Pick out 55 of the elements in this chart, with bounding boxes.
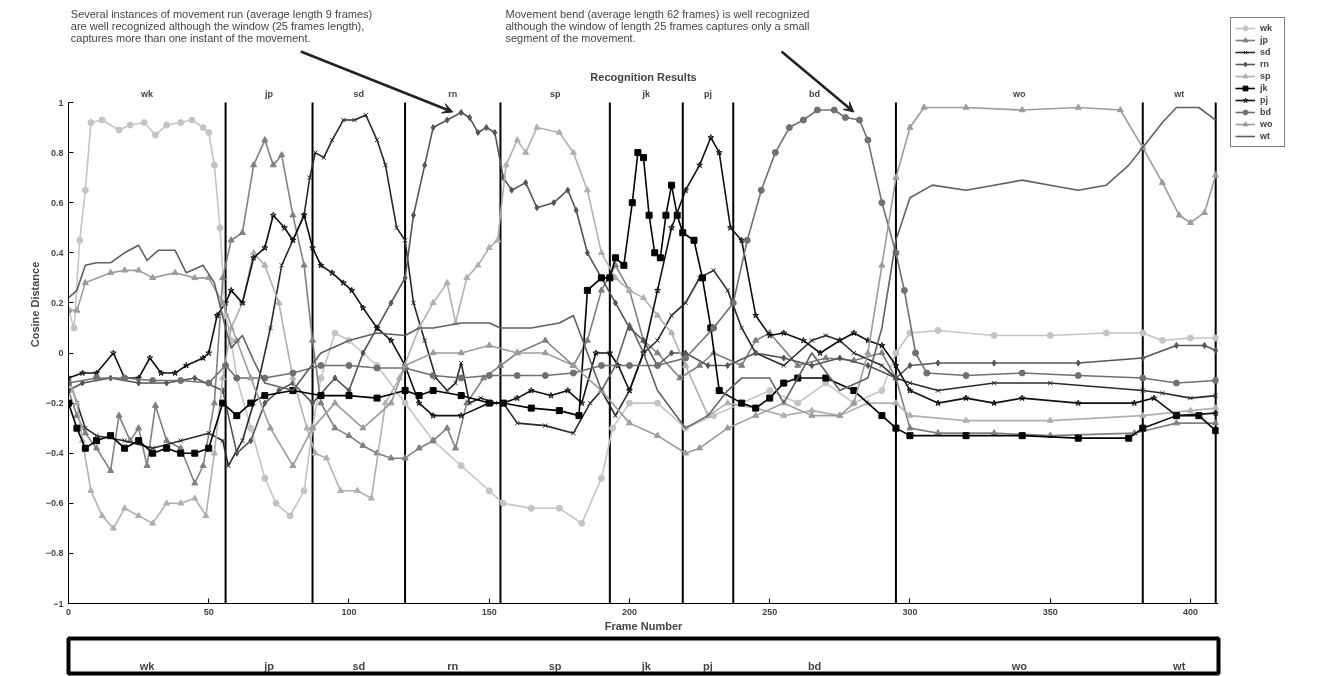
text: jk xyxy=(640,659,652,672)
y-tick-label: −0.2 xyxy=(45,398,64,409)
annotation: Movement bend (average length 62 frames) is well recognized although the window of length 25 frames captures only a small segment of the movement. xyxy=(505,7,810,44)
legend-label: jk xyxy=(1260,82,1269,94)
text: wt xyxy=(1173,88,1185,99)
x-tick-label: 50 xyxy=(203,606,214,617)
y-tick-label: −0.8 xyxy=(45,548,64,559)
x-tick-label: 100 xyxy=(341,606,357,617)
legend-label: rn xyxy=(1260,58,1270,70)
y-tick-label: −0.6 xyxy=(45,498,64,509)
y-tick-label: 0.4 xyxy=(50,247,64,258)
text: pj xyxy=(704,88,713,99)
y-tick-label: −1 xyxy=(53,598,64,609)
x-tick-label: 250 xyxy=(762,606,778,617)
legend-label: wo xyxy=(1260,118,1274,130)
x-tick-label: 200 xyxy=(621,606,637,617)
text: rn xyxy=(447,659,459,672)
x-tick-label: 350 xyxy=(1042,606,1058,617)
text: sd xyxy=(353,88,365,99)
y-tick-label: −0.4 xyxy=(45,448,64,459)
chart-title: Recognition Results xyxy=(590,70,697,83)
y-tick-label: 1 xyxy=(58,97,64,108)
text: sp xyxy=(548,659,562,672)
text: wo xyxy=(1010,659,1028,672)
text: jp xyxy=(263,659,275,672)
x-axis-title: Frame Number xyxy=(604,619,684,632)
x-tick-label: 400 xyxy=(1182,606,1198,617)
legend-label: bd xyxy=(1260,106,1272,118)
text: wk xyxy=(138,659,156,672)
text: jk xyxy=(641,88,652,99)
annotation: Several instances of movement run (average length 9 frames) are well recognized although the window (25 frames length), captures more than one instant of the movement. xyxy=(70,7,373,44)
legend-label: wk xyxy=(1260,22,1273,34)
text: wk xyxy=(140,88,155,99)
text: wt xyxy=(1172,659,1186,672)
y-tick-label: 0 xyxy=(58,348,64,358)
x-tick-label: 150 xyxy=(481,606,497,617)
text: pj xyxy=(703,659,713,672)
text: jp xyxy=(264,88,274,99)
legend-label: pj xyxy=(1260,94,1269,106)
text: bd xyxy=(809,88,821,99)
text: sp xyxy=(549,88,561,99)
legend-label: jp xyxy=(1260,34,1269,46)
y-tick-label: 0.2 xyxy=(50,297,64,308)
x-tick-label: 300 xyxy=(902,606,918,617)
legend-label: sp xyxy=(1260,70,1272,82)
y-axis-title: Cosine Distance xyxy=(28,261,41,348)
legend-label: wt xyxy=(1260,130,1271,142)
y-tick-label: 0.8 xyxy=(50,147,64,158)
text: wo xyxy=(1012,88,1027,99)
legend-label: sd xyxy=(1260,46,1272,58)
text: bd xyxy=(807,659,822,672)
text: rn xyxy=(448,88,458,99)
x-tick-label: 0 xyxy=(66,606,72,617)
y-tick-label: 0.6 xyxy=(50,197,64,208)
text: sd xyxy=(352,659,366,672)
